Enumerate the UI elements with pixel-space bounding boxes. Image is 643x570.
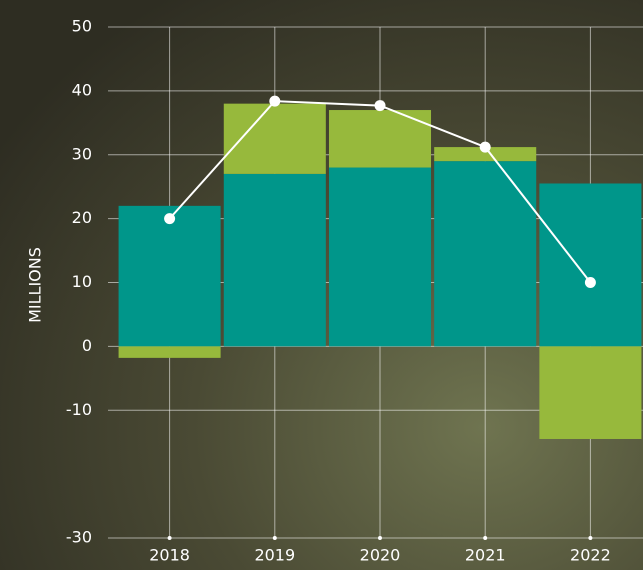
- y-tick-label: 10: [72, 272, 92, 291]
- x-tick-dot: [588, 536, 593, 540]
- x-tick-label: 2019: [254, 546, 295, 565]
- x-tick-dot: [167, 536, 172, 540]
- x-tick-label: 2018: [149, 546, 190, 565]
- x-tick-dot: [483, 536, 488, 540]
- bar: [118, 205, 221, 347]
- x-tick-dot: [378, 536, 382, 540]
- y-tick-label: 30: [72, 144, 92, 163]
- y-tick-label: 20: [72, 208, 92, 227]
- bar: [539, 183, 642, 347]
- line-point: [584, 277, 596, 288]
- x-tick-dot: [272, 536, 277, 540]
- y-tick-label: -10: [66, 400, 92, 419]
- line-point: [479, 141, 491, 153]
- x-tick-label: 2022: [570, 546, 611, 565]
- y-tick-label: 40: [72, 80, 92, 99]
- bar: [223, 173, 326, 347]
- line-point: [374, 100, 386, 112]
- y-axis-label: MILLIONS: [26, 247, 45, 323]
- x-tick-label: 2020: [360, 546, 401, 565]
- y-tick-label: 50: [72, 17, 92, 36]
- y-tick-label: -30: [66, 528, 92, 547]
- line-point: [164, 213, 176, 225]
- bar: [223, 103, 326, 174]
- bar: [434, 147, 537, 162]
- y-tick-label: 0: [82, 336, 92, 355]
- line-point: [269, 95, 281, 107]
- bar: [118, 346, 221, 358]
- bar: [328, 167, 432, 347]
- bar: [434, 161, 537, 347]
- x-tick-label: 2021: [465, 546, 506, 565]
- bar: [539, 346, 642, 439]
